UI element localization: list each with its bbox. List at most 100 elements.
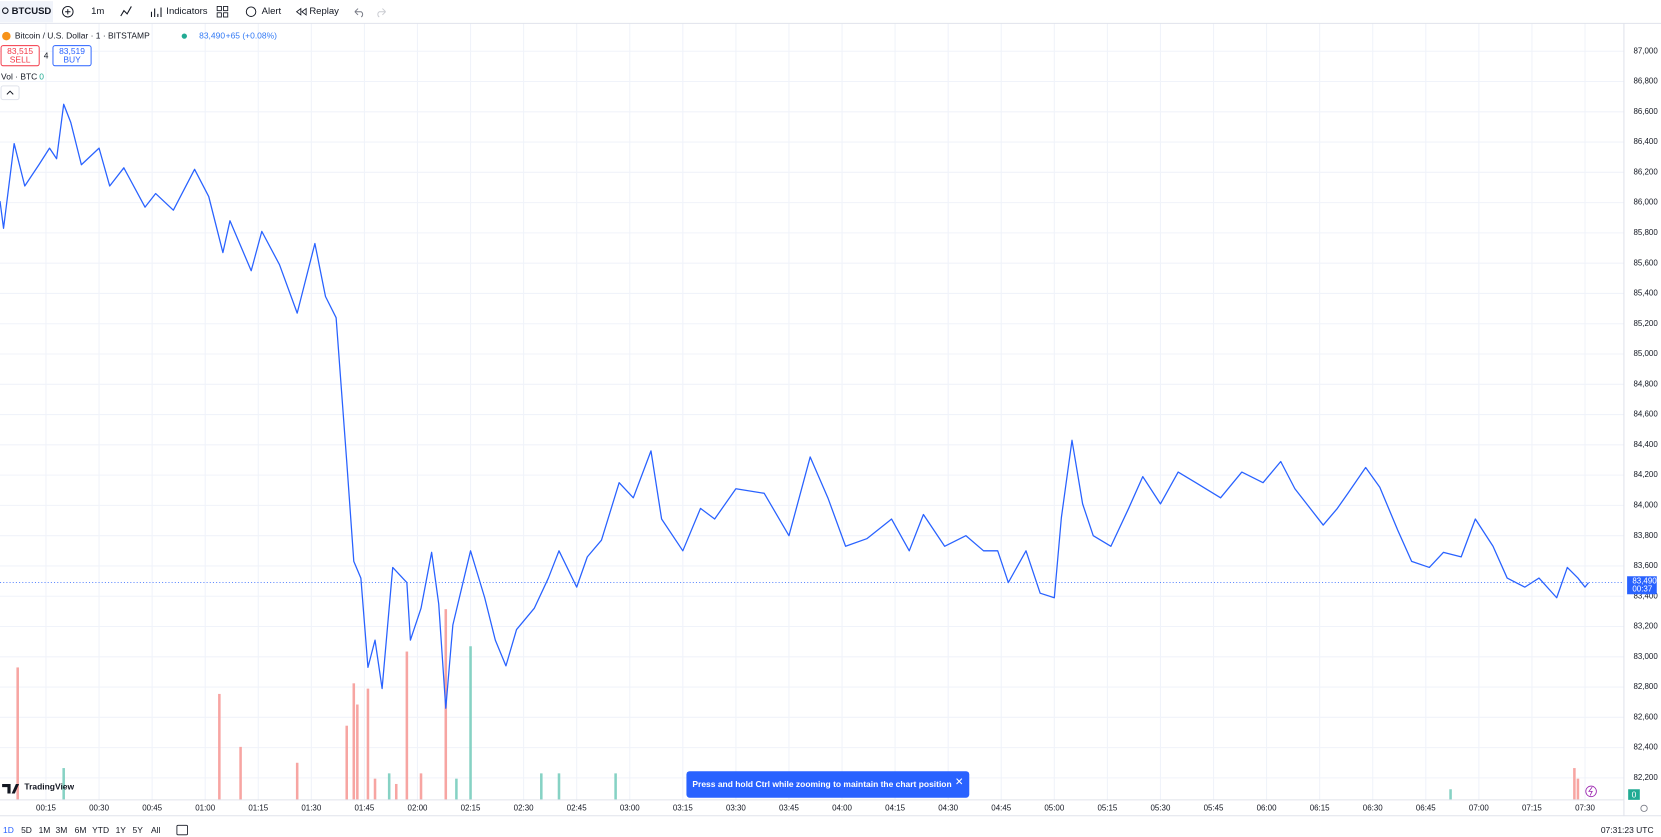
price-tag <box>1627 576 1657 595</box>
x-tick-label: 03:15 <box>673 803 693 812</box>
x-tick-label: 07:15 <box>1522 803 1542 812</box>
volume-bar <box>455 778 458 800</box>
volume-bar <box>295 762 299 800</box>
range-button[interactable]: 3M <box>56 825 68 835</box>
replay-button[interactable]: Replay <box>309 6 339 17</box>
compare-button[interactable] <box>62 5 74 18</box>
range-button[interactable]: YTD <box>92 825 109 835</box>
x-tick-label: 00:45 <box>142 803 162 812</box>
x-tick-label: 01:30 <box>301 803 321 812</box>
indicators-button[interactable]: Indicators <box>166 6 207 17</box>
symbol-title: Bitcoin / U.S. Dollar · 1 · BITSTAMP <box>15 30 150 40</box>
logo: TradingView <box>24 781 74 791</box>
x-tick-label: 05:15 <box>1097 803 1117 812</box>
x-tick-label: 06:30 <box>1363 803 1383 812</box>
y-tick-label: 85,800 <box>1633 228 1658 237</box>
volume-bar <box>16 667 19 800</box>
bitcoin-icon <box>2 31 11 41</box>
grid-layer <box>0 23 1624 800</box>
replay-icon <box>295 7 307 16</box>
x-tick-label: 05:00 <box>1044 803 1064 812</box>
x-tick-label: 04:00 <box>832 803 852 812</box>
time-axis: 00:15 00:30 00:45 01:00 01:15 01:30 01:45 02:00… <box>36 803 1595 812</box>
x-tick-label: 06:15 <box>1310 803 1330 812</box>
x-tick-label: 02:15 <box>461 803 481 812</box>
y-tick-label: 84,800 <box>1633 379 1658 388</box>
y-tick-label: 85,600 <box>1633 258 1658 267</box>
y-tick-label: 84,600 <box>1633 410 1658 419</box>
undo-button[interactable] <box>354 8 364 18</box>
y-tick-label: 84,400 <box>1633 440 1658 449</box>
volume-bar <box>366 688 370 800</box>
volume-tag <box>1628 789 1640 800</box>
x-tick-label: 01:15 <box>248 803 268 812</box>
range-button[interactable]: 1M <box>39 825 51 835</box>
range-button[interactable]: 1Y <box>116 825 127 835</box>
symbol[interactable]: BTCUSD <box>12 6 52 17</box>
bottom-bar <box>0 816 1661 837</box>
buy-price: 83,519 <box>59 46 85 56</box>
y-tick-label: 86,200 <box>1633 167 1658 176</box>
lightning-icon <box>1588 786 1593 796</box>
y-tick-label: 83,800 <box>1633 531 1658 540</box>
x-tick-label: 03:45 <box>779 803 799 812</box>
volume-bar <box>394 783 398 800</box>
y-tick-label: 84,200 <box>1633 470 1658 479</box>
x-tick-label: 04:45 <box>991 803 1011 812</box>
price-change: +65 (+0.08%) <box>226 30 277 40</box>
layouts-icon <box>216 12 222 18</box>
y-tick-label: 86,800 <box>1633 77 1658 86</box>
toast-close[interactable] <box>956 778 963 785</box>
sell-button[interactable] <box>0 45 40 67</box>
y-tick-label: 86,600 <box>1633 107 1658 116</box>
redo-button[interactable] <box>377 8 386 18</box>
alert-icon <box>245 6 257 17</box>
countdown: 00:37 <box>1632 585 1652 594</box>
volume-bar <box>540 773 543 800</box>
range-button[interactable]: 6M <box>75 825 87 835</box>
y-tick-label: 84,000 <box>1633 500 1658 509</box>
volume-bar <box>419 773 423 800</box>
y-tick-label: 85,200 <box>1633 319 1658 328</box>
sell-label: SELL <box>10 55 31 65</box>
x-tick-label: 01:00 <box>195 803 215 812</box>
volume-bar <box>469 646 472 800</box>
collapse-button[interactable] <box>0 85 20 101</box>
range-button[interactable]: 5D <box>21 825 32 835</box>
symbol-search[interactable] <box>0 1 53 23</box>
market-status <box>181 33 187 39</box>
volume-bar <box>1573 768 1576 800</box>
volume-bar <box>557 773 561 800</box>
range-button[interactable]: 1D <box>3 825 14 835</box>
axis-settings[interactable] <box>1640 804 1648 812</box>
range-button[interactable]: 5Y <box>133 825 144 835</box>
x-tick-label: 03:00 <box>620 803 640 812</box>
x-tick-label: 05:30 <box>1151 803 1171 812</box>
layouts-icon <box>223 12 229 18</box>
y-tick-label: 83,000 <box>1633 652 1658 661</box>
clock: 07:31:23 UTC <box>1601 825 1654 835</box>
last-price: 83,490 <box>199 30 225 40</box>
volume-bar <box>356 704 359 800</box>
x-tick-label: 07:30 <box>1575 803 1595 812</box>
volume-bar <box>387 773 391 800</box>
chart-type-button[interactable] <box>120 6 132 17</box>
goto-date-button[interactable] <box>176 824 188 836</box>
alert-button[interactable]: Alert <box>262 6 282 17</box>
x-tick-label: 02:45 <box>567 803 587 812</box>
x-tick-label: 00:30 <box>89 803 109 812</box>
y-tick-label: 86,400 <box>1633 137 1658 146</box>
range-button[interactable]: All <box>151 825 161 835</box>
volume-tag-label: 0 <box>1632 789 1637 799</box>
x-tick-label: 03:30 <box>726 803 746 812</box>
x-tick-label: 04:30 <box>938 803 958 812</box>
layouts-button[interactable] <box>216 6 222 12</box>
volume-bar <box>62 768 65 800</box>
volume-bar <box>1449 789 1452 800</box>
interval[interactable]: 1m <box>91 6 104 17</box>
buy-button[interactable] <box>52 45 92 67</box>
volume-label: Vol · BTC <box>1 72 37 82</box>
